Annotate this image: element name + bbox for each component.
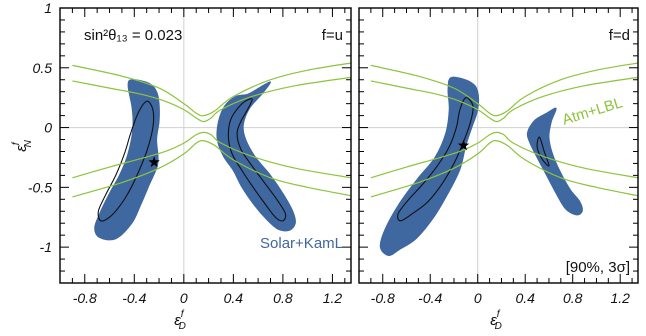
best-fit-star (148, 156, 160, 168)
right-panel: -0.8 -0.4 0 0.4 0.8 1.2 f=d Atm+LBL [90%, 3σ]… (358, 7, 639, 332)
x-tick-label: 0.8 (563, 290, 583, 306)
y-tick-label: 1 (44, 0, 52, 16)
atm-lbl-label: Atm+LBL (560, 94, 624, 128)
y-tick-label: -0.5 (28, 179, 52, 195)
y-axis-subscript: N (23, 139, 34, 147)
x-axis-symbol-left: ε (174, 312, 181, 329)
y-tick-label: 0.5 (33, 60, 53, 76)
x-axis-symbol-right: ε (490, 312, 497, 329)
x-axis-superscript-right: f (497, 309, 501, 320)
y-axis-superscript: f (11, 141, 22, 145)
x-tick-label: 0.4 (224, 290, 244, 306)
svg-text:εfD: εf D (174, 309, 186, 332)
svg-text:εfD: εf D (490, 309, 502, 332)
left-ticks: -0.8 -0.4 0 0.4 0.8 1.2 1 0.5 0 -0.5 -1 (28, 0, 351, 306)
contour-90-1 (397, 97, 474, 222)
contour-90-2 (536, 136, 550, 167)
left-plot-area (60, 8, 351, 283)
x-axis-subscript-right: D (495, 321, 502, 332)
theta13-annotation: sin²θ₁₃ = 0.023 (84, 27, 182, 44)
right-plot-area (359, 8, 638, 283)
y-tick-label: 0 (44, 120, 52, 136)
y-tick-label: -1 (40, 239, 52, 255)
x-axis-title-left: εf D (174, 309, 186, 332)
x-tick-label: 0.4 (515, 290, 535, 306)
x-tick-label: -0.4 (122, 290, 146, 306)
y-axis-symbol: ε (13, 145, 30, 152)
contour-90-2 (227, 98, 287, 222)
x-tick-label: -0.8 (371, 290, 395, 306)
solar-region-1 (94, 79, 160, 241)
right-ticks: -0.8 -0.4 0 0.4 0.8 1.2 (358, 7, 638, 306)
x-axis-subscript-left: D (179, 321, 186, 332)
left-panel: -0.8 -0.4 0 0.4 0.8 1.2 1 0.5 0 -0.5 -1 sin²θ₁₃ = … (11, 0, 352, 332)
atm-lbl-curve-1 (370, 76, 638, 123)
x-tick-label: 1.2 (323, 290, 343, 306)
right-frame (358, 7, 639, 284)
flavor-label-left: f=u (322, 27, 343, 44)
contour-90-1 (97, 100, 155, 222)
x-tick-label: 0 (474, 290, 482, 306)
y-axis-title-left: εfN (11, 139, 34, 151)
solar-region-2 (526, 107, 583, 216)
svg-text:εfN: εfN (11, 139, 34, 151)
atm-lbl-curve-2 (370, 62, 638, 117)
left-frame (59, 7, 352, 284)
atm-lbl-curve-2 (72, 62, 351, 117)
x-tick-label: 0 (180, 290, 188, 306)
x-tick-label: 1.2 (610, 290, 630, 306)
atm-lbl-curve-4 (72, 140, 351, 198)
atm-lbl-curve-4 (370, 140, 638, 198)
x-tick-label: -0.8 (73, 290, 97, 306)
atm-lbl-curve-3 (72, 131, 351, 179)
confidence-label: [90%, 3σ] (566, 259, 630, 276)
x-axis-superscript-left: f (181, 309, 185, 320)
atm-lbl-curve-1 (72, 76, 351, 123)
best-fit-star (457, 139, 470, 151)
x-tick-label: 0.8 (273, 290, 293, 306)
x-tick-label: -0.4 (418, 290, 442, 306)
flavor-label-right: f=d (609, 27, 630, 44)
atm-lbl-curve-3 (370, 131, 638, 179)
solar-region-1 (379, 76, 480, 257)
solar-kaml-label: Solar+KamL (260, 235, 343, 252)
x-axis-title-right: εf D (490, 309, 502, 332)
